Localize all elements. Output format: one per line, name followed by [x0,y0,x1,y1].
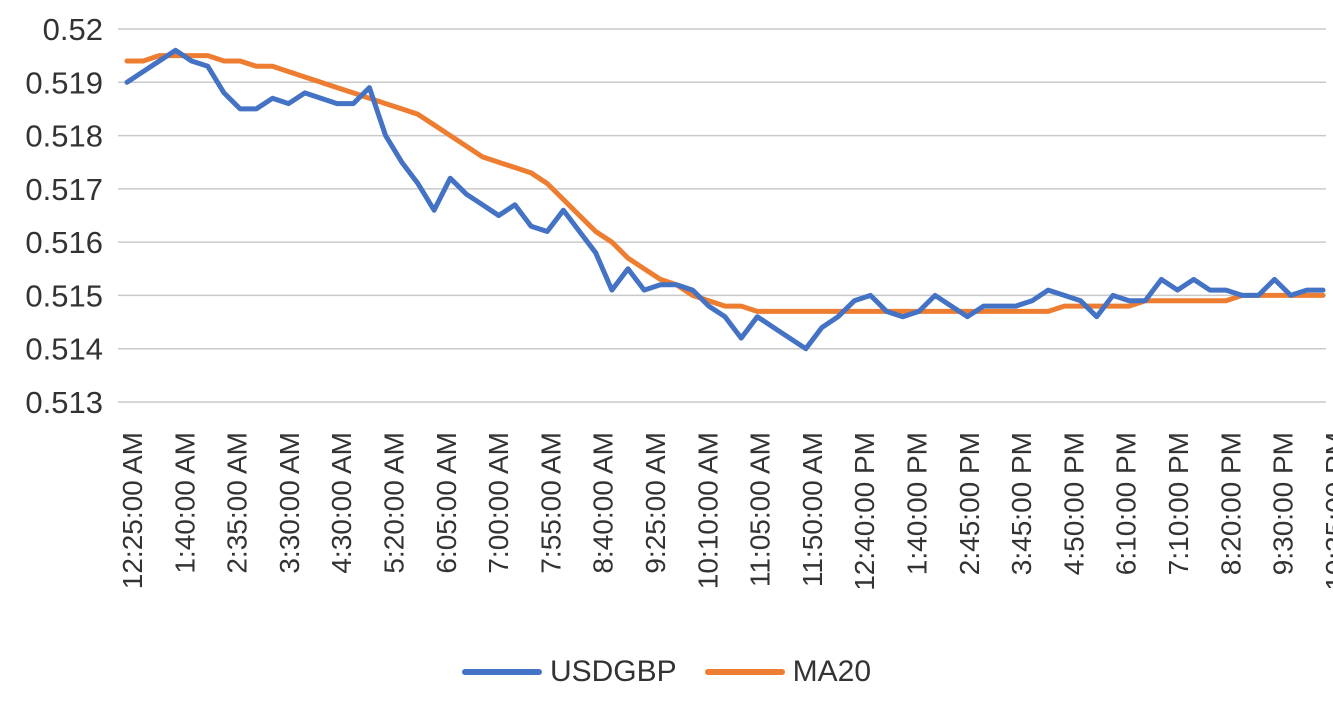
y-tick-label: 0.517 [25,172,103,207]
x-tick-label: 8:20:00 PM [1215,432,1246,575]
legend-item-series-2: MA20 [704,655,872,689]
legend-label-series-2: MA20 [792,655,872,688]
legend-swatch-series-1 [461,669,542,675]
x-tick-label: 8:40:00 AM [588,432,619,574]
gridlines [118,28,1326,403]
y-tick-label: 0.513 [25,385,103,420]
x-tick-label: 7:00:00 AM [483,432,514,574]
legend-item-series-1: USDGBP [461,655,677,689]
y-tick-label: 0.516 [25,225,103,260]
y-tick-label: 0.518 [25,119,103,154]
x-tick-label: 12:40:00 PM [849,432,880,591]
x-tick-label: 5:20:00 AM [379,432,410,574]
series-line-usdgbp [124,47,1326,352]
x-tick-label: 11:05:00 AM [745,432,776,587]
legend-label-series-1: USDGBP [549,655,677,688]
x-tick-label: 2:45:00 PM [954,432,985,575]
legend-swatch-series-2 [704,669,785,675]
x-tick-label: 3:45:00 PM [1006,432,1037,575]
x-tick-label: 10:10:00 AM [692,432,723,589]
series-line-ma20 [124,53,1326,314]
y-axis-tick-labels: 0.52 0.519 0.518 0.517 0.516 0.515 0.514 0.513 [25,12,103,420]
x-tick-label: 3:30:00 AM [274,432,305,574]
series-lines [124,47,1326,352]
x-tick-label: 11:50:00 AM [797,432,828,587]
x-tick-label: 9:25:00 AM [640,432,671,574]
legend: USDGBP MA20 [0,652,1333,692]
x-tick-label: 4:50:00 PM [1058,432,1089,575]
y-tick-label: 0.515 [25,278,103,313]
x-tick-label: 4:30:00 AM [326,432,357,574]
x-tick-label: 9:30:00 PM [1268,432,1299,575]
x-tick-label: 1:40:00 AM [169,432,200,574]
x-tick-label: 12:25:00 AM [117,432,148,589]
x-tick-label: 2:35:00 AM [222,432,253,574]
y-tick-label: 0.519 [25,65,103,100]
x-axis-tick-labels: 12:25:00 AM 1:40:00 AM 2:35:00 AM 3:30:00 A… [117,432,1333,591]
x-tick-label: 7:55:00 AM [535,432,566,574]
x-tick-label: 1:40:00 PM [902,432,933,575]
y-tick-label: 0.52 [43,12,103,47]
x-tick-label: 7:10:00 PM [1163,432,1194,575]
x-tick-label: 10:35:00 PM [1320,432,1333,591]
x-tick-label: 6:10:00 PM [1111,432,1142,575]
y-tick-label: 0.514 [25,332,103,367]
x-tick-label: 6:05:00 AM [431,432,462,574]
